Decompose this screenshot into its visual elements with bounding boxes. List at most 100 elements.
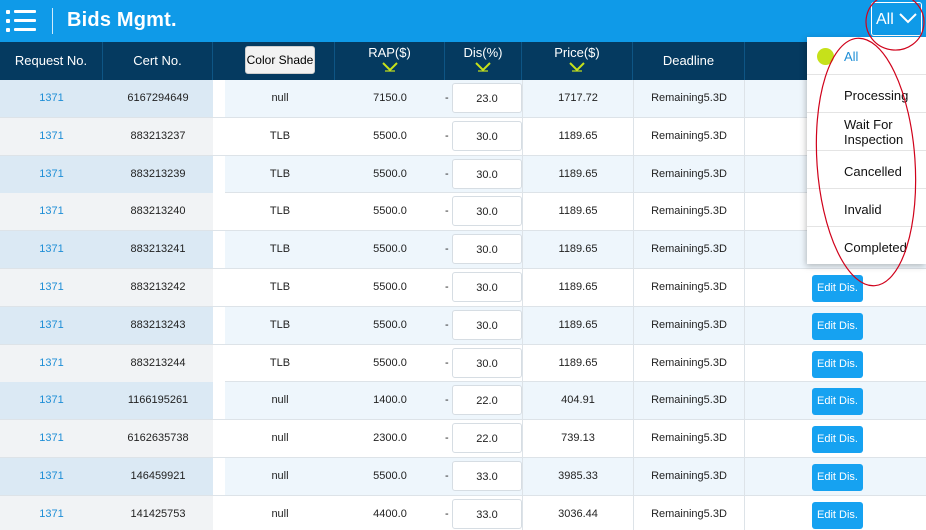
request-no-link[interactable]: 1371 [0,495,103,530]
column-header-price[interactable]: Price($) [522,42,633,80]
deadline-cell: Remaining5.3D [633,231,745,269]
deadline-cell: Remaining5.3D [633,457,745,495]
price-cell: 1189.65 [522,268,633,306]
table-row: 1371 141425753 null 4400.0 -33.0 3036.44 Remai… [0,495,926,530]
dis-sign: - [445,318,449,331]
edit-dis-button[interactable]: Edit Dis. [812,350,863,378]
price-cell: 1189.65 [522,306,633,344]
request-no-link[interactable]: 1371 [0,80,103,117]
column-header-color-shade [225,42,335,80]
column-header-cert-no: Cert No. [103,42,213,80]
cert-no-cell: 146459921 [103,457,213,495]
request-no-link[interactable]: 1371 [0,155,103,193]
sort-chevron-icon [475,62,491,72]
dis-sign: - [445,280,449,293]
column-header-price-label: Price($) [554,45,600,60]
status-option-processing[interactable]: Processing [807,75,926,113]
header-spacer [213,42,225,80]
table-body: 1371 6167294649 null 7150.0-23.0 1717.72 Rema… [0,80,926,530]
deadline-cell: Remaining5.3D [633,382,745,420]
cert-no-cell: 883213243 [103,306,213,344]
selected-indicator-icon [817,48,834,65]
status-option-label: Wait For Inspection [844,117,904,147]
status-option-all[interactable]: All [807,37,926,75]
discount-input[interactable]: 33.0 [452,460,522,491]
discount-input[interactable]: 30.0 [452,196,522,227]
dis-sign: - [445,507,449,520]
deadline-cell: Remaining5.3D [633,268,745,306]
status-option-invalid[interactable]: Invalid [807,189,926,227]
rap-cell: 7150.0 [373,92,407,104]
column-header-rap[interactable]: RAP($) [335,42,445,80]
discount-input[interactable]: 30.0 [452,120,522,151]
edit-dis-button[interactable]: Edit Dis. [812,463,863,491]
table-row: 1371 883213237 TLB 5500.0 -30.0 1189.65 Remain… [0,117,926,156]
price-cell: 739.13 [522,420,633,458]
request-no-link[interactable]: 1371 [0,420,103,458]
price-cell: 1189.65 [522,193,633,231]
edit-dis-button[interactable]: Edit Dis. [812,501,863,529]
color-shade-cell: null [271,432,289,445]
column-header-rap-label: RAP($) [368,45,411,60]
sort-chevron-icon [381,62,398,72]
status-option-label: Cancelled [844,164,902,179]
row-spacer [213,306,225,344]
edit-dis-button[interactable]: Edit Dis. [812,274,863,302]
column-header-dis-label: Dis(%) [463,45,503,60]
row-spacer [213,117,225,155]
discount-input[interactable]: 30.0 [452,234,522,265]
dis-sign: - [445,205,449,218]
discount-input[interactable]: 22.0 [452,385,522,416]
cert-no-cell: 1166195261 [103,382,213,420]
row-spacer [213,420,225,458]
status-option-completed[interactable]: Completed [807,227,926,264]
request-no-link[interactable]: 1371 [0,117,103,155]
table-row: 1371 883213243 TLB 5500.0 -30.0 1189.65 Remain… [0,306,926,345]
menu-list-icon[interactable] [4,6,38,36]
discount-input[interactable]: 23.0 [452,83,522,113]
status-filter-button[interactable]: All [871,2,922,36]
dis-sign: - [445,129,449,142]
request-no-link[interactable]: 1371 [0,306,103,344]
row-spacer [213,80,225,117]
row-spacer [213,268,225,306]
row-spacer [213,231,225,269]
deadline-cell: Remaining5.3D [633,193,745,231]
request-no-link[interactable]: 1371 [0,231,103,269]
deadline-cell: Remaining5.3D [633,420,745,458]
status-option-wait-for-inspection[interactable]: Wait For Inspection [807,113,926,151]
row-spacer [213,344,225,382]
discount-input[interactable]: 33.0 [452,498,522,529]
toolbar-divider [52,8,53,34]
edit-dis-button[interactable]: Edit Dis. [812,388,863,416]
discount-input[interactable]: 30.0 [452,309,522,340]
discount-input[interactable]: 30.0 [452,271,522,302]
request-no-link[interactable]: 1371 [0,457,103,495]
request-no-link[interactable]: 1371 [0,268,103,306]
rap-cell: 2300.0 [373,432,407,445]
page-title: Bids Mgmt. [67,9,177,31]
column-header-dis[interactable]: Dis(%) [445,42,522,80]
cert-no-cell: 6167294649 [103,80,213,117]
edit-dis-button[interactable]: Edit Dis. [812,426,863,454]
rap-cell: 5500.0 [373,167,407,180]
column-header-request-no: Request No. [0,42,103,80]
discount-input[interactable]: 30.0 [452,347,522,378]
sort-chevron-icon [569,62,585,72]
request-no-link[interactable]: 1371 [0,382,103,420]
color-shade-cell: TLB [269,243,291,256]
dis-sign: - [445,356,449,369]
cert-no-cell: 883213239 [103,155,213,193]
request-no-link[interactable]: 1371 [0,193,103,231]
discount-input[interactable]: 22.0 [452,423,522,454]
row-spacer [213,155,225,193]
row-spacer [213,457,225,495]
deadline-cell: Remaining5.3D [633,495,745,530]
discount-input[interactable]: 30.0 [452,158,522,189]
color-shade-button[interactable]: Color Shade [245,46,315,74]
edit-dis-button[interactable]: Edit Dis. [812,312,863,340]
cert-no-cell: 883213241 [103,231,213,269]
status-option-cancelled[interactable]: Cancelled [807,151,926,189]
request-no-link[interactable]: 1371 [0,344,103,382]
top-bar: Bids Mgmt. All [0,0,926,42]
